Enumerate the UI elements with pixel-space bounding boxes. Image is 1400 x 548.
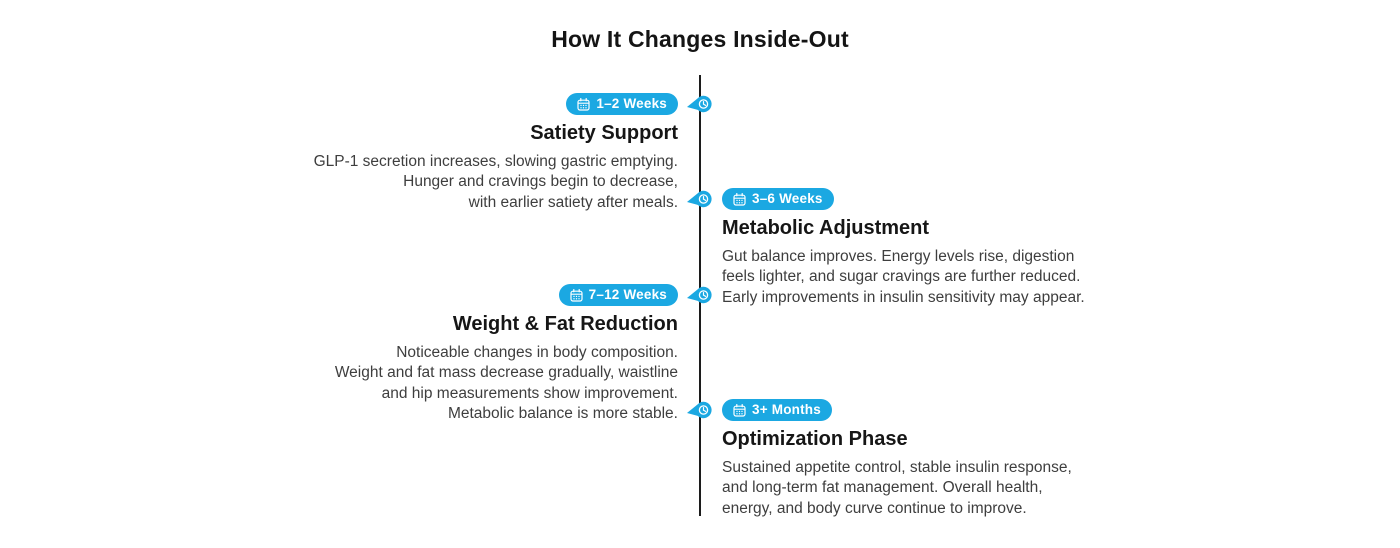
time-badge: 3+ Months bbox=[722, 399, 832, 421]
phase-description-line: with earlier satiety after meals. bbox=[468, 193, 678, 211]
phase-description: Sustained appetite control, stable insul… bbox=[722, 458, 1182, 520]
phase-description: Noticeable changes in body composition. … bbox=[218, 343, 678, 425]
timeline-marker-1 bbox=[686, 95, 713, 113]
clock-icon bbox=[687, 95, 712, 113]
phase-title: Satiety Support bbox=[530, 121, 678, 144]
phase-description-line: and long-term fat management. Overall he… bbox=[722, 479, 1043, 496]
phase-block-metabolic-adjustment: 3–6 Weeks Metabolic Adjustment Gut balan… bbox=[722, 188, 1182, 308]
calendar-icon bbox=[577, 97, 590, 111]
timeline-marker-2 bbox=[686, 190, 713, 208]
phase-block-weight-fat-reduction: 7–12 Weeks Weight & Fat Reduction Notice… bbox=[218, 284, 678, 425]
clock-icon bbox=[687, 401, 712, 419]
phase-block-satiety-support: 1–2 Weeks Satiety Support GLP-1 secretio… bbox=[218, 93, 678, 213]
phase-description-line: GLP-1 secretion increases, slowing gastr… bbox=[313, 152, 678, 170]
calendar-icon bbox=[570, 288, 583, 302]
timeline-marker-4 bbox=[686, 401, 713, 419]
page-title: How It Changes Inside-Out bbox=[551, 26, 849, 52]
phase-description-line: feels lighter, and sugar cravings are fu… bbox=[722, 268, 1081, 285]
phase-description-line: Metabolic balance is more stable. bbox=[447, 405, 678, 422]
phase-title: Optimization Phase bbox=[722, 427, 908, 450]
clock-icon bbox=[687, 286, 712, 304]
time-badge: 3–6 Weeks bbox=[722, 188, 834, 210]
phase-description: GLP-1 secretion increases, slowing gastr… bbox=[218, 152, 678, 214]
time-badge: 1–2 Weeks bbox=[566, 93, 678, 115]
time-badge-label: 1–2 Weeks bbox=[596, 96, 667, 111]
phase-description-line: Sustained appetite control, stable insul… bbox=[722, 458, 1072, 476]
calendar-icon bbox=[733, 192, 746, 206]
calendar-icon bbox=[733, 403, 746, 417]
time-badge-label: 3–6 Weeks bbox=[752, 191, 823, 206]
phase-block-optimization-phase: 3+ Months Optimization Phase Sustained a… bbox=[722, 399, 1182, 519]
phase-description-line: Early improvements in insulin sensitivit… bbox=[722, 288, 1085, 306]
phase-description-line: Noticeable changes in body composition. bbox=[396, 343, 678, 361]
phase-description: Gut balance improves. Energy levels rise… bbox=[722, 247, 1182, 309]
phase-description-line: Gut balance improves. Energy levels rise… bbox=[722, 247, 1075, 265]
phase-description-line: Hunger and cravings begin to decrease, bbox=[403, 173, 678, 190]
phase-description-line: Weight and fat mass decrease gradually, … bbox=[334, 364, 678, 381]
phase-description-line: energy, and body curve continue to impro… bbox=[722, 499, 1027, 517]
phase-description-line: and hip measurements show improvement. bbox=[381, 384, 678, 402]
clock-icon bbox=[687, 190, 712, 208]
time-badge-label: 7–12 Weeks bbox=[588, 287, 667, 302]
time-badge-label: 3+ Months bbox=[752, 402, 821, 417]
phase-title: Weight & Fat Reduction bbox=[452, 312, 678, 335]
time-badge: 7–12 Weeks bbox=[558, 284, 678, 306]
phase-title: Metabolic Adjustment bbox=[722, 216, 930, 239]
timeline-marker-3 bbox=[686, 286, 713, 304]
